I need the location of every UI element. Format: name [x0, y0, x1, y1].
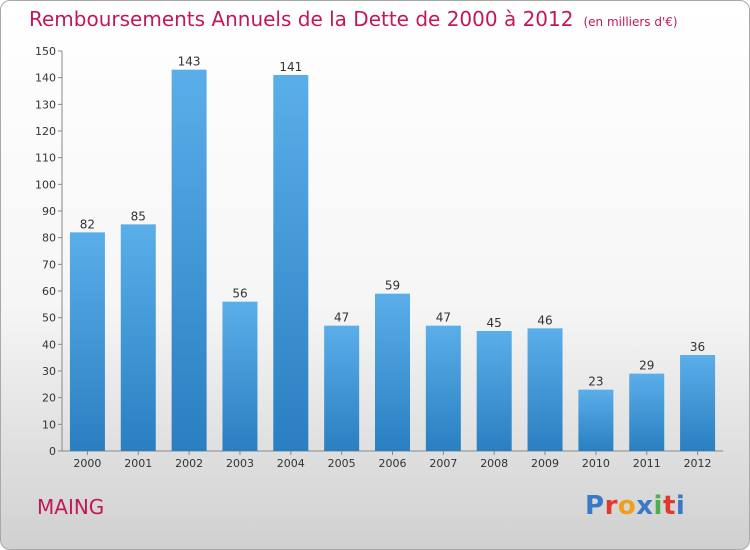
logo-letter: x: [636, 491, 654, 521]
y-tick-label: 0: [49, 445, 56, 458]
x-tick-label: 2004: [277, 457, 305, 470]
y-tick-label: 20: [42, 392, 56, 405]
x-tick-label: 2008: [480, 457, 508, 470]
y-tick-label: 90: [42, 205, 56, 218]
value-label: 82: [80, 217, 95, 231]
bar-2008: [476, 331, 512, 451]
bar-2001: [120, 224, 156, 451]
y-tick-label: 110: [35, 152, 56, 165]
logo-letter: r: [604, 491, 618, 521]
x-tick-label: 2000: [73, 457, 101, 470]
axes: 0 10 20 30 40 50 60 70 80 90 100 110 120 130 140 150 200…: [35, 45, 723, 470]
logo-letter: P: [585, 491, 605, 521]
value-label: 47: [334, 311, 349, 325]
y-tick-label: 70: [42, 258, 56, 271]
value-label: 85: [131, 209, 146, 223]
x-tick-label: 2012: [684, 457, 712, 470]
y-tick-label: 10: [42, 418, 56, 431]
value-label: 45: [487, 316, 502, 330]
title-main: Remboursements Annuels de la Dette de 20…: [29, 7, 574, 31]
value-label: 47: [436, 311, 451, 325]
bar-2000: [69, 232, 105, 451]
title-unit: (en milliers d'€): [583, 15, 678, 29]
value-label: 36: [690, 340, 705, 354]
bar-2006: [375, 293, 410, 451]
value-label: 143: [178, 55, 201, 69]
value-label: 59: [385, 279, 400, 293]
value-label: 56: [232, 287, 247, 301]
x-tick-label: 2007: [429, 457, 457, 470]
y-tick-label: 120: [35, 125, 56, 138]
bar-2007: [425, 325, 461, 451]
bar-2003: [222, 301, 258, 451]
value-label: 29: [639, 359, 654, 373]
y-tick-label: 80: [42, 232, 56, 245]
x-tick-label: 2010: [582, 457, 610, 470]
y-tick-label: 150: [35, 45, 56, 58]
value-label: 23: [588, 375, 603, 389]
y-tick-label: 40: [42, 338, 56, 351]
bar-2011: [629, 373, 665, 451]
bar-2012: [680, 355, 716, 451]
x-tick-label: 2006: [379, 457, 407, 470]
x-tick-label: 2003: [226, 457, 254, 470]
data-labels: 82 85 143 56 141 47 59 47 45 46 23 29 36: [80, 55, 705, 389]
bar-2002: [171, 69, 207, 452]
y-tick-label: 130: [35, 98, 56, 111]
logo-letter: o: [617, 491, 637, 521]
x-tick-label: 2011: [633, 457, 661, 470]
bar-2010: [578, 389, 614, 451]
value-label: 46: [537, 313, 552, 327]
commune-name: MAING: [37, 495, 105, 519]
bar-2009: [527, 328, 563, 451]
x-tick-label: 2009: [531, 457, 559, 470]
logo-letter: t: [662, 491, 676, 521]
x-tick-label: 2002: [175, 457, 203, 470]
y-tick-label: 100: [35, 178, 56, 191]
y-tick-label: 50: [42, 312, 56, 325]
bar-2004: [273, 75, 309, 451]
y-tick-label: 140: [35, 72, 56, 85]
y-tick-label: 30: [42, 365, 56, 378]
x-tick-label: 2005: [328, 457, 356, 470]
logo-letter: i: [675, 491, 686, 521]
logo-letter: i: [653, 491, 663, 521]
chart-title: Remboursements Annuels de la Dette de 20…: [29, 7, 678, 31]
y-tick-label: 60: [42, 285, 56, 298]
bar-2005: [324, 325, 360, 451]
x-tick-label: 2001: [124, 457, 152, 470]
bars: [69, 69, 716, 452]
proxiti-logo: Proxiti: [585, 491, 685, 521]
value-label: 141: [279, 60, 302, 74]
